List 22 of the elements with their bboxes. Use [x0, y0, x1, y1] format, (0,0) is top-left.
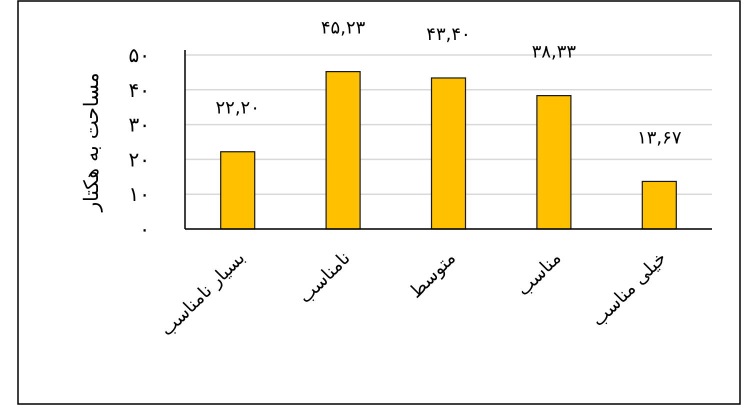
bar — [642, 180, 677, 230]
data-label: ۴۳,۴۰ — [426, 24, 471, 45]
bar — [326, 71, 361, 230]
y-tick-label: ۲۰ — [128, 147, 150, 172]
x-tick-label: متوسط — [405, 248, 460, 303]
y-tick-label: ۱۰ — [128, 182, 150, 206]
data-label: ۱۳,۶۷ — [637, 127, 682, 148]
y-tick-label: ۰ — [139, 217, 150, 241]
y-tick-label: ۵۰ — [128, 43, 150, 67]
x-tick-label: بسیار نامناسب — [156, 248, 250, 340]
x-tick-label: نامناسب — [294, 248, 355, 308]
bar — [220, 151, 256, 230]
y-axis-title: مساحت به هکتار — [79, 72, 103, 213]
data-label: ۴۵,۲۳ — [320, 18, 366, 39]
y-tick-label: ۳۰ — [128, 112, 150, 137]
x-tick-label: مناسب — [512, 248, 566, 300]
data-label: ۳۸,۳۳ — [532, 42, 576, 63]
x-tick-label: خیلی مناسب — [588, 248, 671, 331]
data-label: ۲۲,۲۰ — [215, 98, 260, 119]
y-tick-label: ۴۰ — [128, 78, 150, 102]
bar — [430, 77, 466, 230]
bar — [536, 95, 572, 230]
